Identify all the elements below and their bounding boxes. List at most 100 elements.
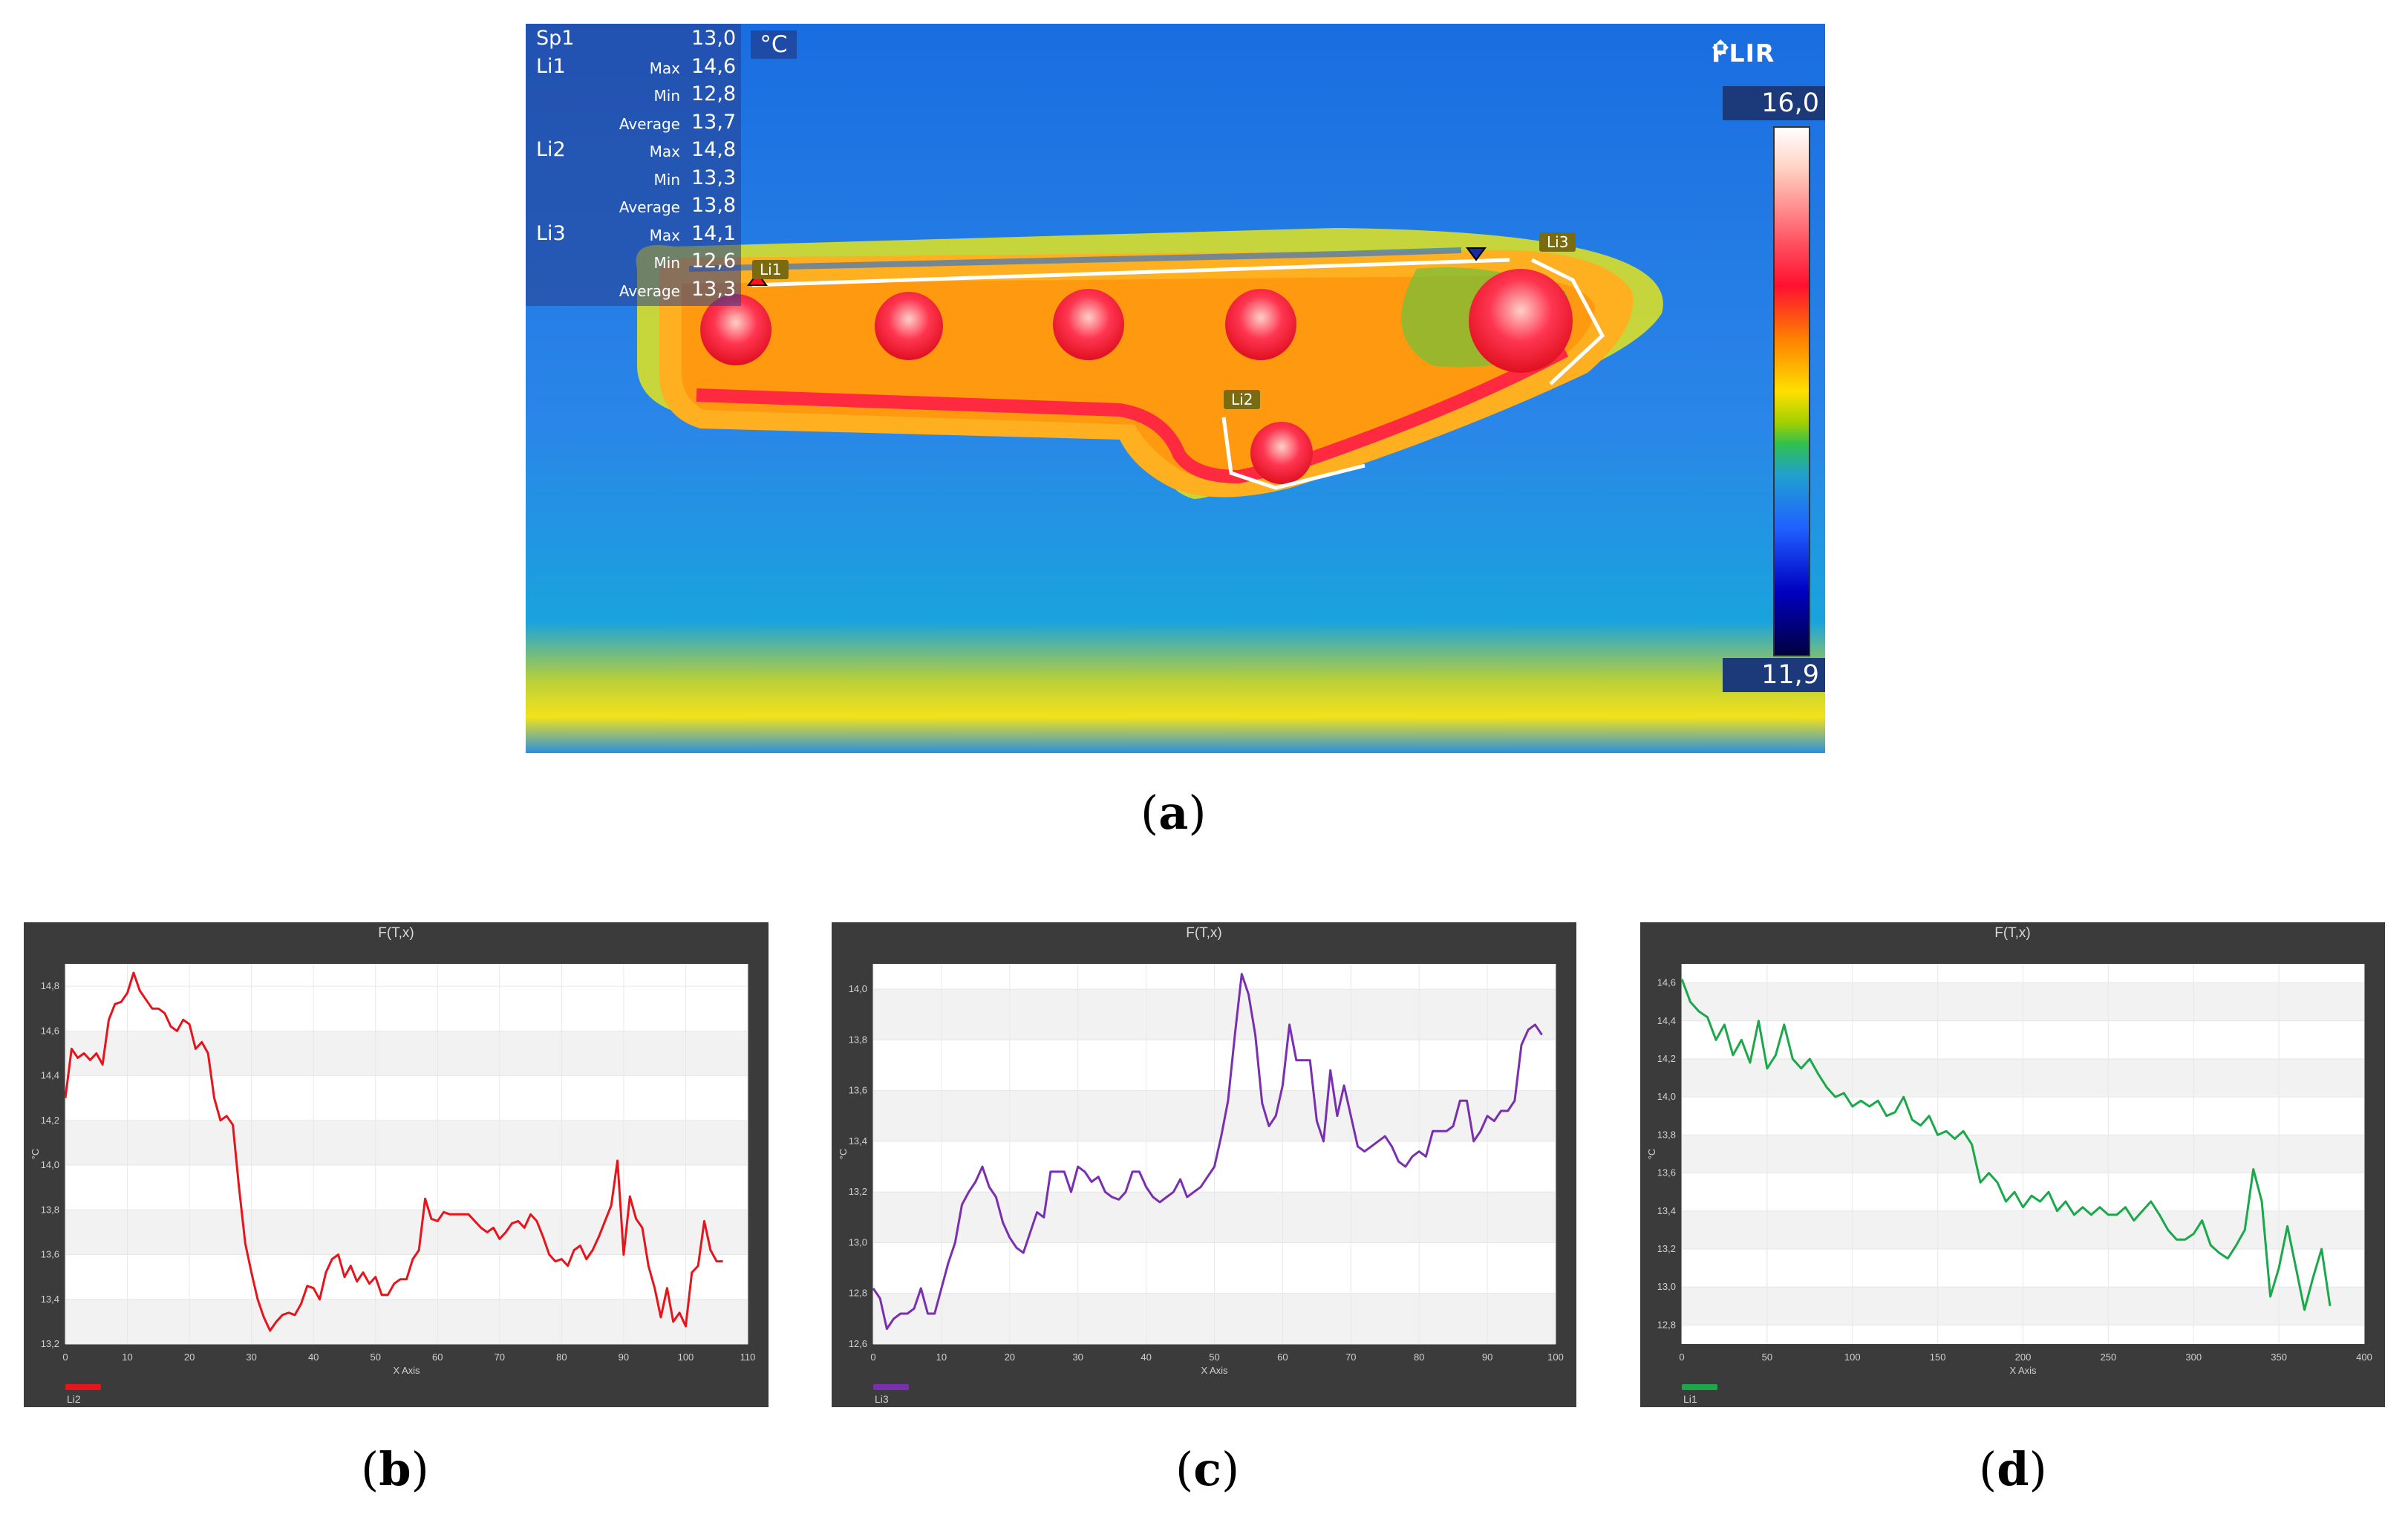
y-tick-label: 13,8 bbox=[41, 1204, 59, 1215]
y-tick-label: 13,4 bbox=[849, 1135, 867, 1147]
y-tick-label: 13,0 bbox=[1657, 1281, 1676, 1292]
y-tick-label: 14,4 bbox=[1657, 1015, 1676, 1026]
y-tick-label: 12,8 bbox=[849, 1288, 867, 1299]
x-axis-label: X Axis bbox=[2009, 1365, 2037, 1376]
measurement-value: 14,6 bbox=[691, 54, 737, 78]
measurement-stat: Max bbox=[649, 143, 680, 160]
bolt-3 bbox=[1053, 289, 1124, 360]
y-tick-label: 13,4 bbox=[41, 1294, 59, 1305]
line-li2[interactable] bbox=[1221, 417, 1365, 490]
scale-max: 16,0 bbox=[1723, 86, 1825, 120]
legend-label: Li1 bbox=[1683, 1393, 1697, 1405]
x-tick-label: 100 bbox=[1547, 1351, 1564, 1363]
scale-min: 11,9 bbox=[1723, 658, 1825, 692]
measurement-stat: Min bbox=[653, 87, 681, 105]
y-tick-label: 12,6 bbox=[849, 1338, 867, 1349]
series-line-li3 bbox=[872, 973, 1543, 1330]
y-tick-label: 14,6 bbox=[41, 1025, 59, 1036]
y-tick-label: 13,6 bbox=[41, 1249, 59, 1260]
x-tick-label: 20 bbox=[1005, 1351, 1015, 1363]
measurement-value: 13,3 bbox=[691, 277, 737, 301]
chart-title: F(T,x) bbox=[1186, 925, 1222, 941]
measurement-value: 12,8 bbox=[691, 82, 737, 105]
grid-band bbox=[65, 1210, 748, 1255]
flir-logo: FLIR bbox=[1712, 39, 1775, 68]
x-tick-label: 60 bbox=[1277, 1351, 1288, 1363]
bolt-5 bbox=[1469, 269, 1573, 373]
y-axis-label: °C bbox=[30, 1149, 41, 1160]
x-tick-label: 0 bbox=[1679, 1351, 1684, 1363]
measurement-value: 12,6 bbox=[691, 250, 737, 273]
measurement-stat: Max bbox=[649, 226, 680, 244]
tag-li3: Li3 bbox=[1539, 232, 1576, 252]
chart-c: F(T,x) 12,6 12,8 13,0 13,2 13,4 13,6 13,8 14,0 0… bbox=[832, 922, 1576, 1407]
y-tick-label: 13,2 bbox=[1657, 1243, 1676, 1254]
x-tick-label: 50 bbox=[1209, 1351, 1219, 1363]
x-tick-label: 10 bbox=[936, 1351, 947, 1363]
grid-band bbox=[65, 1299, 748, 1344]
legend-swatch bbox=[873, 1384, 909, 1390]
chart-title: F(T,x) bbox=[1994, 925, 2031, 941]
x-tick-label: 70 bbox=[1345, 1351, 1356, 1363]
x-tick-label: 80 bbox=[556, 1351, 567, 1363]
x-tick-label: 400 bbox=[2356, 1351, 2372, 1363]
y-tick-label: 13,8 bbox=[849, 1034, 867, 1045]
x-tick-label: 300 bbox=[2185, 1351, 2202, 1363]
y-tick-label: 13,8 bbox=[1657, 1129, 1676, 1140]
measurement-stat: Average bbox=[619, 114, 680, 133]
measurement-stat: Average bbox=[619, 281, 680, 300]
x-tick-label: 100 bbox=[1844, 1351, 1861, 1363]
chart-title: F(T,x) bbox=[378, 925, 414, 941]
caption-d: (d) bbox=[1979, 1442, 2047, 1496]
y-axis-label: °C bbox=[1646, 1149, 1657, 1160]
y-tick-label: 13,2 bbox=[41, 1338, 59, 1349]
y-tick-label: 14,2 bbox=[41, 1115, 59, 1126]
caption-c: (c) bbox=[1175, 1442, 1240, 1496]
bolt-6 bbox=[1250, 422, 1313, 484]
measurement-value: 13,3 bbox=[691, 166, 737, 189]
x-tick-label: 0 bbox=[870, 1351, 875, 1363]
measurement-label: Sp1 bbox=[536, 27, 575, 50]
legend-label: Li3 bbox=[875, 1393, 889, 1405]
legend-swatch bbox=[65, 1384, 101, 1390]
legend-swatch bbox=[1682, 1384, 1717, 1390]
x-tick-label: 350 bbox=[2271, 1351, 2287, 1363]
y-tick-label: 14,0 bbox=[849, 983, 867, 994]
x-tick-label: 90 bbox=[1482, 1351, 1492, 1363]
x-tick-label: 40 bbox=[1141, 1351, 1151, 1363]
caption-b: (b) bbox=[361, 1442, 429, 1496]
caption-a: (a) bbox=[1141, 786, 1207, 840]
y-tick-label: 13,4 bbox=[1657, 1205, 1676, 1216]
y-tick-label: 13,6 bbox=[1657, 1167, 1676, 1178]
y-tick-label: 14,4 bbox=[41, 1070, 59, 1081]
min-marker bbox=[1466, 247, 1487, 261]
measurement-value: 14,8 bbox=[691, 138, 737, 161]
tag-li2: Li2 bbox=[1224, 390, 1261, 409]
x-tick-label: 90 bbox=[619, 1351, 629, 1363]
flir-logo-icon bbox=[1712, 39, 1729, 56]
measurement-stat: Min bbox=[653, 170, 681, 189]
x-tick-label: 100 bbox=[678, 1351, 694, 1363]
grid-band bbox=[65, 1120, 748, 1166]
series-line-li2 bbox=[64, 971, 723, 1332]
y-tick-label: 13,6 bbox=[849, 1085, 867, 1096]
legend-label: Li2 bbox=[67, 1393, 81, 1405]
line-li1[interactable] bbox=[751, 258, 1510, 287]
measurement-stat: Average bbox=[619, 198, 680, 216]
y-tick-label: 14,0 bbox=[41, 1159, 59, 1170]
x-axis-label: X Axis bbox=[393, 1365, 420, 1376]
measurement-value: 14,1 bbox=[691, 221, 737, 245]
grid-band bbox=[65, 1031, 748, 1076]
series-line-li1 bbox=[1680, 978, 2332, 1311]
y-tick-label: 14,8 bbox=[41, 980, 59, 991]
chart-c-plot: 12,6 12,8 13,0 13,2 13,4 13,6 13,8 14,0 0 10 20 30 4… bbox=[838, 964, 1564, 1376]
color-scale-bar bbox=[1773, 126, 1810, 656]
x-tick-label: 150 bbox=[1930, 1351, 1946, 1363]
bolt-2 bbox=[875, 292, 943, 360]
max-marker bbox=[747, 272, 768, 286]
y-tick-label: 14,0 bbox=[1657, 1091, 1676, 1102]
line-li3[interactable] bbox=[1530, 258, 1605, 385]
measurement-label: Li1 bbox=[536, 54, 566, 78]
measurement-stat: Max bbox=[649, 59, 680, 77]
x-tick-label: 50 bbox=[1762, 1351, 1772, 1363]
